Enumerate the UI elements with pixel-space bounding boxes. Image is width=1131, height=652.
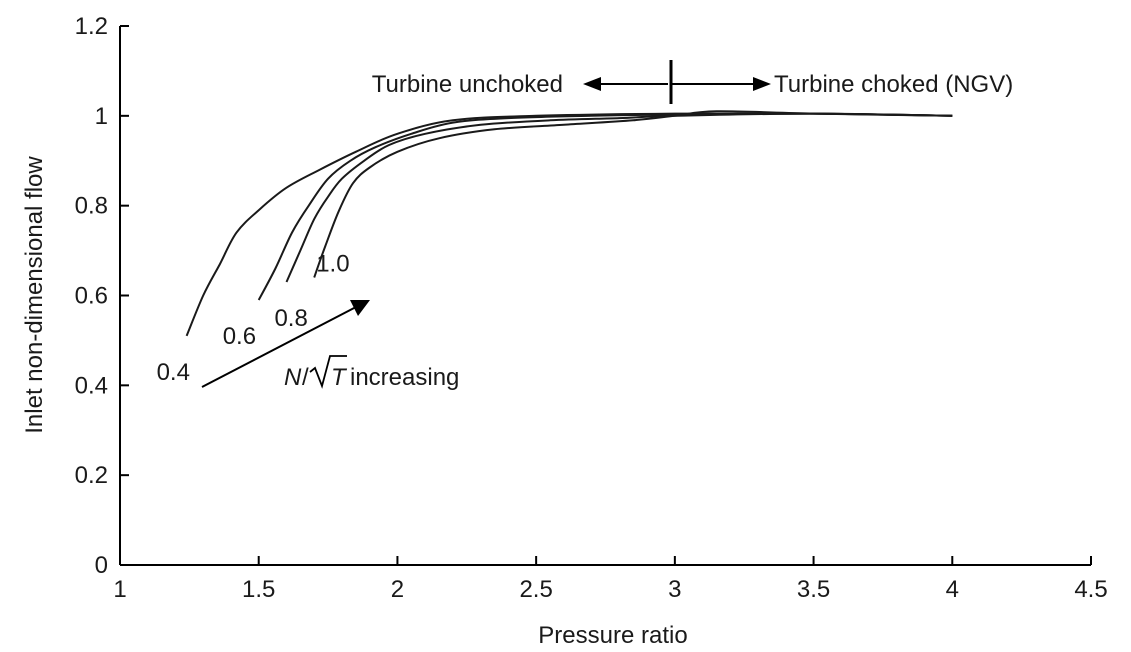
curve-labels: 0.4 0.6 0.8 1.0 <box>157 251 350 386</box>
choked-arrowhead <box>753 77 771 91</box>
y-tick-label: 0.8 <box>75 193 108 220</box>
x-tick-label: 3.5 <box>797 576 830 603</box>
x-tick-label: 1 <box>113 576 126 603</box>
y-tick-label: 1.2 <box>75 13 108 40</box>
series-label-0.4: 0.4 <box>157 359 190 386</box>
increasing-word: increasing <box>350 364 459 391</box>
y-tick-label: 0 <box>95 552 108 579</box>
y-tick-label: 0.6 <box>75 283 108 310</box>
x-tick-label: 4 <box>946 576 959 603</box>
y-axis-label: Inlet non-dimensional flow <box>21 156 48 434</box>
x-tick-label: 2.5 <box>519 576 552 603</box>
choked-label: Turbine choked (NGV) <box>774 71 1013 98</box>
unchoked-arrowhead <box>583 77 601 91</box>
axes <box>119 26 1091 566</box>
increasing-slash: / <box>302 364 309 391</box>
series-label-0.8: 0.8 <box>274 305 307 332</box>
x-axis-label: Pressure ratio <box>538 622 687 649</box>
series-label-0.6: 0.6 <box>223 323 256 350</box>
series-line-0.4 <box>185 112 953 337</box>
x-tick-label: 3 <box>668 576 681 603</box>
increasing-t: T <box>331 364 348 391</box>
x-tick-label: 4.5 <box>1074 576 1107 603</box>
series-label-1.0: 1.0 <box>316 251 349 278</box>
unchoked-label: Turbine unchoked <box>372 71 563 98</box>
increasing-n: N <box>284 364 302 391</box>
increasing-arrowhead <box>350 300 370 316</box>
x-tick-label: 2 <box>391 576 404 603</box>
y-tick-label: 0.4 <box>75 372 108 399</box>
y-tick-label: 1 <box>95 103 108 130</box>
series-line-0.8 <box>285 112 953 283</box>
curves <box>185 110 953 337</box>
increasing-arrow-line <box>201 306 357 388</box>
sqrt-sign <box>309 355 347 389</box>
series-line-0.6 <box>257 112 953 301</box>
y-tick-label: 0.2 <box>75 462 108 489</box>
ticks: 1 1.5 2 2.5 3 3.5 4 4.5 0 0.2 0.4 0.6 0.8 1 1.2 <box>75 13 1108 603</box>
series-line-1.0 <box>313 110 953 278</box>
x-tick-label: 1.5 <box>242 576 275 603</box>
